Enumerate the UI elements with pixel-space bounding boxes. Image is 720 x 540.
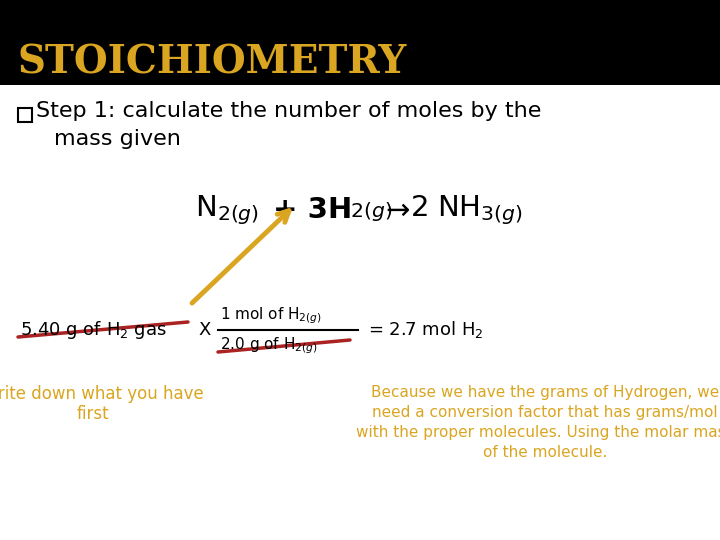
Text: X: X [198, 321, 210, 339]
Bar [18, 108, 32, 122]
Text: Write down what you have: Write down what you have [0, 385, 203, 403]
Text: with the proper molecules. Using the molar mass: with the proper molecules. Using the mol… [356, 425, 720, 440]
Text: 1 mol of H$_{2(g)}$: 1 mol of H$_{2(g)}$ [220, 306, 322, 326]
Text: first: first [76, 405, 109, 423]
Text: need a conversion factor that has grams/mol: need a conversion factor that has grams/… [372, 405, 718, 420]
Text: of the molecule.: of the molecule. [483, 445, 607, 460]
Text: STOICHIOMETRY: STOICHIOMETRY [18, 44, 408, 82]
Text: 5.40 g of H$_2$ gas: 5.40 g of H$_2$ gas [20, 319, 167, 341]
Text: $_{2(g)}$: $_{2(g)}$ [350, 196, 392, 224]
Text: = 2.7 mol H$_2$: = 2.7 mol H$_2$ [368, 320, 484, 341]
Text: Because we have the grams of Hydrogen, we: Because we have the grams of Hydrogen, w… [371, 385, 719, 400]
Text: 2 NH$_{3(g)}$: 2 NH$_{3(g)}$ [410, 193, 523, 227]
Text: 2.0 g of H$_{2(g)}$: 2.0 g of H$_{2(g)}$ [220, 336, 318, 356]
Text: mass given: mass given [54, 129, 181, 149]
Text: Step 1: calculate the number of moles by the: Step 1: calculate the number of moles by… [36, 101, 541, 121]
Text: $\rightarrow$: $\rightarrow$ [380, 196, 410, 224]
Bar [0, 0, 720, 85]
Text: + 3H: + 3H [273, 196, 352, 224]
Text: N$_{2(g)}$: N$_{2(g)}$ [195, 193, 259, 227]
